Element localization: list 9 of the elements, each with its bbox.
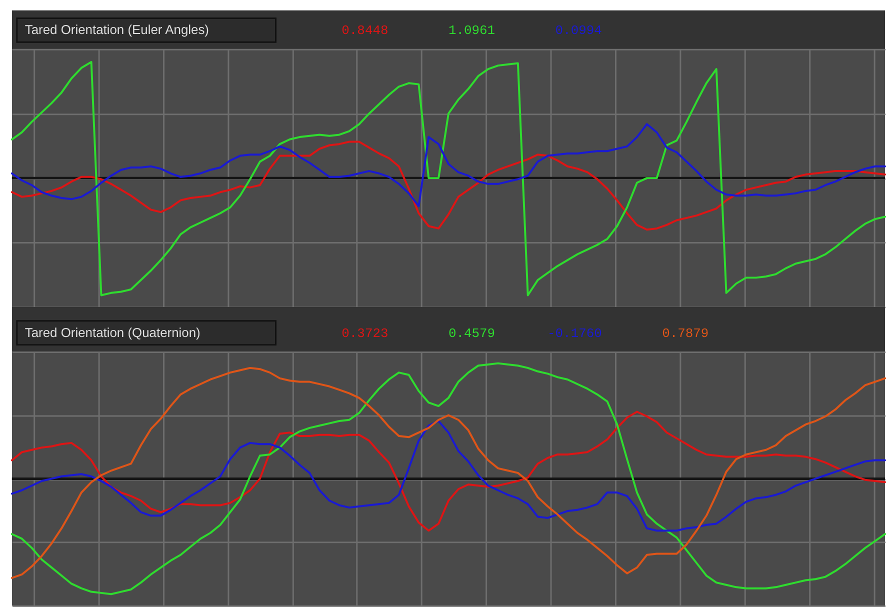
text: 0.3723 — [342, 326, 388, 341]
text: 1.0961 — [448, 23, 496, 38]
chart-title: Tared Orientation (Euler Angles) — [24, 22, 209, 38]
chart-title: Tared Orientation (Quaternion) — [24, 324, 200, 340]
series-label: 0.4579 — [448, 326, 496, 341]
text: 0.7879 — [662, 326, 709, 341]
text: 0.0994 — [555, 23, 602, 38]
text: -0.1760 — [548, 326, 602, 341]
text: 0.8448 — [342, 23, 388, 38]
